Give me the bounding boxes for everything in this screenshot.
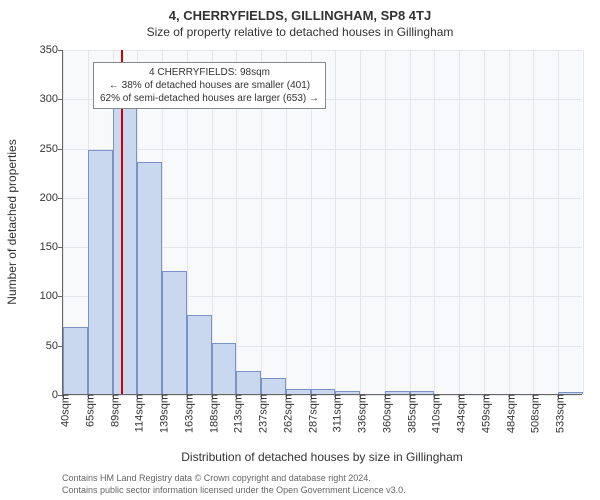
annotation-box: 4 CHERRYFIELDS: 98sqm← 38% of detached h… [93, 62, 326, 109]
histogram-bar [88, 150, 113, 394]
chart-container: 4, CHERRYFIELDS, GILLINGHAM, SP8 4TJ Siz… [0, 0, 600, 500]
chart-subtitle: Size of property relative to detached ho… [0, 23, 600, 39]
x-tick-label: 213sqm [228, 394, 245, 433]
grid-line-v [484, 50, 485, 394]
y-tick-label: 100 [40, 290, 63, 302]
y-tick-label: 350 [40, 44, 63, 56]
footer-line-1: Contains HM Land Registry data © Crown c… [62, 473, 371, 483]
x-tick-label: 89sqm [104, 394, 121, 427]
plot-area: 05010015020025030035040sqm65sqm89sqm114s… [62, 50, 582, 395]
grid-line-v [459, 50, 460, 394]
x-tick-label: 385sqm [401, 394, 418, 433]
grid-line-v [360, 50, 361, 394]
histogram-bar [236, 371, 261, 394]
histogram-bar [137, 162, 162, 394]
x-tick-label: 410sqm [426, 394, 443, 433]
grid-line-v [509, 50, 510, 394]
x-tick-label: 508sqm [525, 394, 542, 433]
y-tick-label: 250 [40, 143, 63, 155]
histogram-bar [261, 378, 286, 394]
x-tick-label: 434sqm [451, 394, 468, 433]
grid-line-v [410, 50, 411, 394]
grid-line-v [558, 50, 559, 394]
histogram-bar [162, 271, 187, 394]
x-tick-label: 114sqm [129, 394, 146, 432]
x-tick-label: 287sqm [302, 394, 319, 433]
grid-line-v [385, 50, 386, 394]
x-tick-label: 163sqm [178, 394, 195, 433]
grid-line-v [335, 50, 336, 394]
x-tick-label: 311sqm [327, 394, 344, 432]
y-tick-label: 300 [40, 93, 63, 105]
x-tick-label: 262sqm [277, 394, 294, 433]
histogram-bar [187, 315, 212, 394]
histogram-bar [113, 103, 138, 394]
grid-line-v [434, 50, 435, 394]
annotation-line: ← 38% of detached houses are smaller (40… [100, 79, 319, 92]
x-tick-label: 459sqm [475, 394, 492, 433]
y-tick-label: 200 [40, 192, 63, 204]
x-tick-label: 360sqm [376, 394, 393, 433]
y-axis-label: Number of detached properties [5, 122, 19, 322]
grid-line-v [533, 50, 534, 394]
grid-line-v [583, 50, 584, 394]
x-tick-label: 484sqm [500, 394, 517, 433]
x-tick-label: 336sqm [352, 394, 369, 433]
chart-title: 4, CHERRYFIELDS, GILLINGHAM, SP8 4TJ [0, 0, 600, 23]
grid-line-h [63, 149, 582, 150]
grid-line-h [63, 50, 582, 51]
x-tick-label: 65sqm [79, 394, 96, 427]
x-tick-label: 40sqm [55, 394, 72, 427]
x-tick-label: 237sqm [253, 394, 270, 433]
y-tick-label: 50 [46, 340, 63, 352]
annotation-line: 4 CHERRYFIELDS: 98sqm [100, 66, 319, 79]
annotation-line: 62% of semi-detached houses are larger (… [100, 92, 319, 105]
footer-line-2: Contains public sector information licen… [62, 485, 406, 495]
histogram-bar [212, 343, 237, 394]
histogram-bar [63, 327, 88, 394]
y-tick-label: 150 [40, 241, 63, 253]
x-axis-label: Distribution of detached houses by size … [62, 450, 582, 464]
x-tick-label: 188sqm [203, 394, 220, 433]
x-tick-label: 139sqm [154, 394, 171, 433]
x-tick-label: 533sqm [550, 394, 567, 433]
